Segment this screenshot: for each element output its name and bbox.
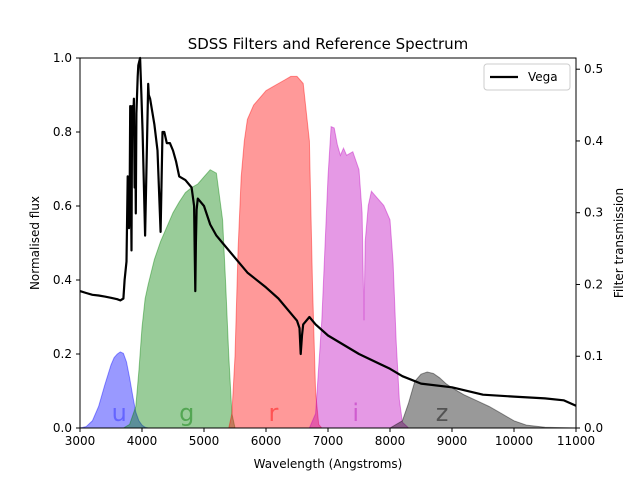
spectrum-layer <box>79 56 577 407</box>
filter-area-g <box>121 169 236 429</box>
x-tick-label: 10000 <box>495 434 533 448</box>
y-axis-label: Normalised flux <box>28 196 42 290</box>
x-axis: 3000 4000 5000 6000 7000 8000 9000 10000 11000 <box>65 428 595 448</box>
y2-tick-label: 0.4 <box>584 134 603 148</box>
spectrum-line-vega <box>79 56 577 407</box>
y-tick-label: 0.2 <box>53 347 72 361</box>
y-axis-right: 0.0 0.1 0.2 0.3 0.4 0.5 <box>576 62 603 435</box>
y-tick-label: 0.8 <box>53 125 72 139</box>
filter-label-u: u <box>112 399 127 427</box>
y-tick-label: 0.0 <box>53 421 72 435</box>
y2-tick-label: 0.2 <box>584 277 603 291</box>
filter-area-r <box>228 75 323 429</box>
y-tick-label: 0.4 <box>53 273 72 287</box>
x-tick-label: 8000 <box>375 434 406 448</box>
filter-label-g: g <box>179 399 194 427</box>
x-axis-label: Wavelength (Angstroms) <box>254 457 403 471</box>
x-tick-label: 6000 <box>251 434 282 448</box>
y-tick-label: 0.6 <box>53 199 72 213</box>
y-axis-left: 0.0 0.2 0.4 0.6 0.8 1.0 <box>53 51 80 435</box>
chart-title: SDSS Filters and Reference Spectrum <box>188 35 469 53</box>
y2-tick-label: 0.0 <box>584 421 603 435</box>
legend: Vega <box>483 63 571 91</box>
x-tick-label: 9000 <box>437 434 468 448</box>
filter-label-r: r <box>268 399 278 427</box>
x-tick-label: 3000 <box>65 434 96 448</box>
filter-area-i <box>308 125 410 429</box>
filter-label-z: z <box>436 399 449 427</box>
filter-area-u <box>79 351 149 429</box>
y2-tick-label: 0.5 <box>584 62 603 76</box>
x-tick-label: 5000 <box>189 434 220 448</box>
legend-box <box>483 63 571 91</box>
filter-label-i: i <box>352 399 359 427</box>
y-tick-label: 1.0 <box>53 51 72 65</box>
x-tick-label: 4000 <box>127 434 158 448</box>
x-tick-label: 7000 <box>313 434 344 448</box>
y2-tick-label: 0.1 <box>584 349 603 363</box>
x-tick-label: 11000 <box>557 434 595 448</box>
y2-tick-label: 0.3 <box>584 206 603 220</box>
legend-label-vega: Vega <box>528 70 558 84</box>
filters-layer <box>79 75 577 429</box>
y2-axis-label: Filter transmission <box>612 188 626 298</box>
